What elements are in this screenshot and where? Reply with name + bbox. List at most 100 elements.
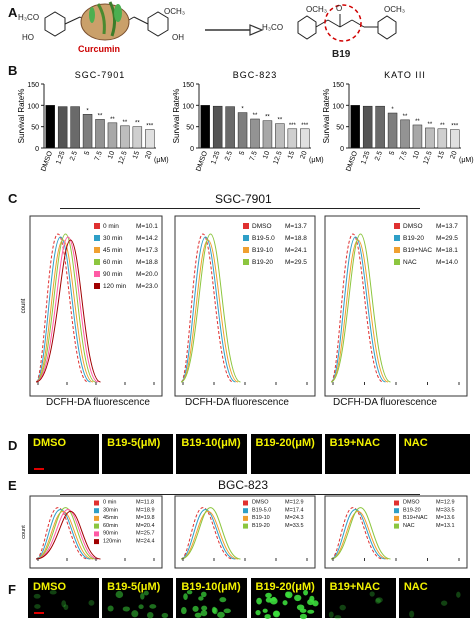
- microF-cell-2-0: [183, 593, 189, 601]
- microF-cell-2-2: [201, 591, 207, 598]
- flowE-legend-swatch-2-3: [394, 523, 399, 529]
- ho-left: HO: [22, 33, 34, 42]
- microF-cell-4-3: [369, 591, 375, 597]
- bar-xtick-label-1-3: 5: [239, 150, 247, 156]
- microF-cell-0-4: [34, 604, 41, 609]
- scale-bar: [34, 468, 44, 470]
- bar-sig-0-6: **: [123, 120, 128, 126]
- bar-1-5: [262, 120, 273, 149]
- flow-cytometry-e: count 0 min M=11.8 30min M=18.9 45min M=19.8 60…: [21, 495, 468, 569]
- microF-panel-5: NAC: [398, 578, 470, 618]
- microD-panel-4: B19+NAC: [324, 434, 396, 474]
- bar-xtick-label-1-0: DMSO: [195, 150, 209, 173]
- flowE-curve-2-1: [330, 508, 386, 560]
- flowE-legend-name-0-1: 30min: [103, 507, 118, 513]
- bar-ytick-label-1-50: 50: [186, 125, 194, 132]
- panel-label-a: A: [8, 5, 18, 20]
- flowC-curve-0-2: [35, 239, 94, 383]
- bar-xtick-label-1-7: 15: [287, 150, 296, 160]
- flowE-legend-name-2-2: B19+NAC: [403, 515, 428, 521]
- bar-sig-0-4: **: [98, 113, 103, 119]
- microF-cell-3-6: [272, 610, 280, 618]
- flowE-curve-2-0: [330, 507, 384, 560]
- flowC-legend-swatch-0-0: [94, 223, 100, 229]
- microF-cell-3-11: [265, 597, 272, 603]
- microF-cell-4-4: [328, 611, 334, 618]
- bar-ytick-label-0-150: 150: [27, 82, 39, 89]
- flowE-legend-value-1-2: M=24.3: [285, 515, 304, 521]
- microF-panel-2: B19-10(μM): [176, 578, 248, 618]
- microF-cell-3-7: [299, 608, 307, 613]
- microD-panel-3: B19-20(μM): [250, 434, 322, 474]
- flowC-legend-value-0-1: M=14.2: [136, 235, 158, 242]
- bar-2-1: [362, 105, 373, 149]
- microF-cell-1-4: [107, 605, 114, 612]
- microF-cell-0-0: [49, 590, 57, 595]
- curcumin-label: Curcumin: [78, 44, 120, 54]
- flowE-legend-swatch-1-2: [243, 515, 248, 521]
- flowC-ylabel: count: [21, 298, 27, 313]
- bar-sig-0-7: **: [135, 121, 140, 127]
- flowC-legend-value-1-3: M=29.5: [285, 259, 307, 266]
- bar-xtick-label-2-8: 20: [449, 150, 458, 160]
- microF-panel-1: B19-5(μM): [102, 578, 174, 619]
- microD-label-1: B19-5(μM): [107, 437, 161, 449]
- bar-ylabel-2: Survival Rate%: [322, 89, 331, 144]
- microF-cell-1-3: [147, 611, 154, 619]
- bgc-heading: BGC-823: [218, 478, 269, 492]
- sgc-heading-rule: [60, 208, 420, 209]
- oh-right: OH: [172, 33, 184, 42]
- flowC-legend-name-0-2: 45 min: [103, 247, 123, 254]
- microF-cell-4-1: [334, 615, 341, 620]
- flowC-legend-name-1-3: B19-20: [252, 259, 273, 266]
- bar-1-4: [250, 118, 260, 149]
- flowE-box-1: DMSO M=12.9 B19-5.0 M=17.4 B19-10 M=24.3 B19-2…: [174, 495, 316, 569]
- bar-xtick-label-0-0: DMSO: [40, 150, 54, 173]
- bar-xtick-label-2-6: 12.5: [423, 150, 434, 165]
- microF-cells-0: [33, 590, 95, 610]
- flowC-legend-value-2-3: M=14.0: [436, 259, 458, 266]
- bar-sig-2-6: **: [428, 122, 433, 128]
- microF-cell-2-7: [200, 609, 208, 617]
- bar-sig-0-8: ***: [146, 124, 154, 130]
- bar-2-8: [450, 129, 460, 149]
- microF-cell-3-12: [262, 608, 268, 613]
- microD-panel-0: DMSO: [28, 434, 100, 474]
- flowE-legend-name-2-1: B19-20: [403, 507, 421, 513]
- panel-label-e: E: [8, 478, 17, 493]
- flowE-legend-name-2-0: DMSO: [403, 500, 420, 506]
- flowC-legend-swatch-0-1: [94, 235, 100, 241]
- bar-0-8: [145, 129, 155, 149]
- bar-0-5: [107, 122, 118, 149]
- flowE-curve-0-5: [35, 510, 101, 560]
- bar-xtick-label-0-7: 15: [132, 150, 141, 160]
- bar-xtick-label-1-2: 2.5: [224, 150, 234, 162]
- panel-label-b: B: [8, 63, 18, 78]
- flowE-legend-swatch-0-1: [94, 508, 99, 514]
- microF-cell-3-9: [282, 600, 288, 606]
- bar-0-7: [132, 126, 143, 149]
- bar-2-2: [375, 105, 385, 149]
- flowE-legend-value-2-2: M=13.6: [436, 515, 455, 521]
- flowE-legend-name-0-5: 120min: [103, 538, 121, 544]
- flowC-curve-1-1: [180, 236, 236, 383]
- bar-sig-2-3: *: [391, 107, 394, 113]
- flowC-box-0: count 0 min M=10.1 30 min M=14.2 45 min M=17.3…: [21, 215, 163, 397]
- flowE-legend-value-2-1: M=33.5: [436, 507, 455, 513]
- flowE-box-2: DMSO M=12.9 B19-20 M=33.5 B19+NAC M=13.6 NAC M=…: [324, 495, 468, 569]
- bar-xtick-label-2-0: DMSO: [345, 150, 359, 173]
- bar-0-2: [70, 106, 80, 149]
- flowC-legend-name-0-0: 0 min: [103, 223, 119, 230]
- flowC-frame-0: [29, 215, 163, 397]
- microF-cell-3-13: [264, 592, 272, 598]
- bar-xtick-label-0-2: 2.5: [69, 150, 79, 162]
- microF-cell-2-3: [201, 605, 208, 611]
- microF-cell-5-1: [455, 591, 461, 598]
- flowC-legend-value-0-5: M=23.0: [136, 283, 158, 290]
- bar-chart-title-1: BGC-823: [233, 70, 278, 80]
- flowE-legend-name-1-2: B19-10: [252, 515, 270, 521]
- flowE-legend-swatch-1-3: [243, 523, 248, 529]
- bar-unit-0: (μM): [154, 157, 169, 164]
- bar-sig-1-7: ***: [289, 123, 297, 129]
- microF-cell-1-5: [140, 592, 145, 600]
